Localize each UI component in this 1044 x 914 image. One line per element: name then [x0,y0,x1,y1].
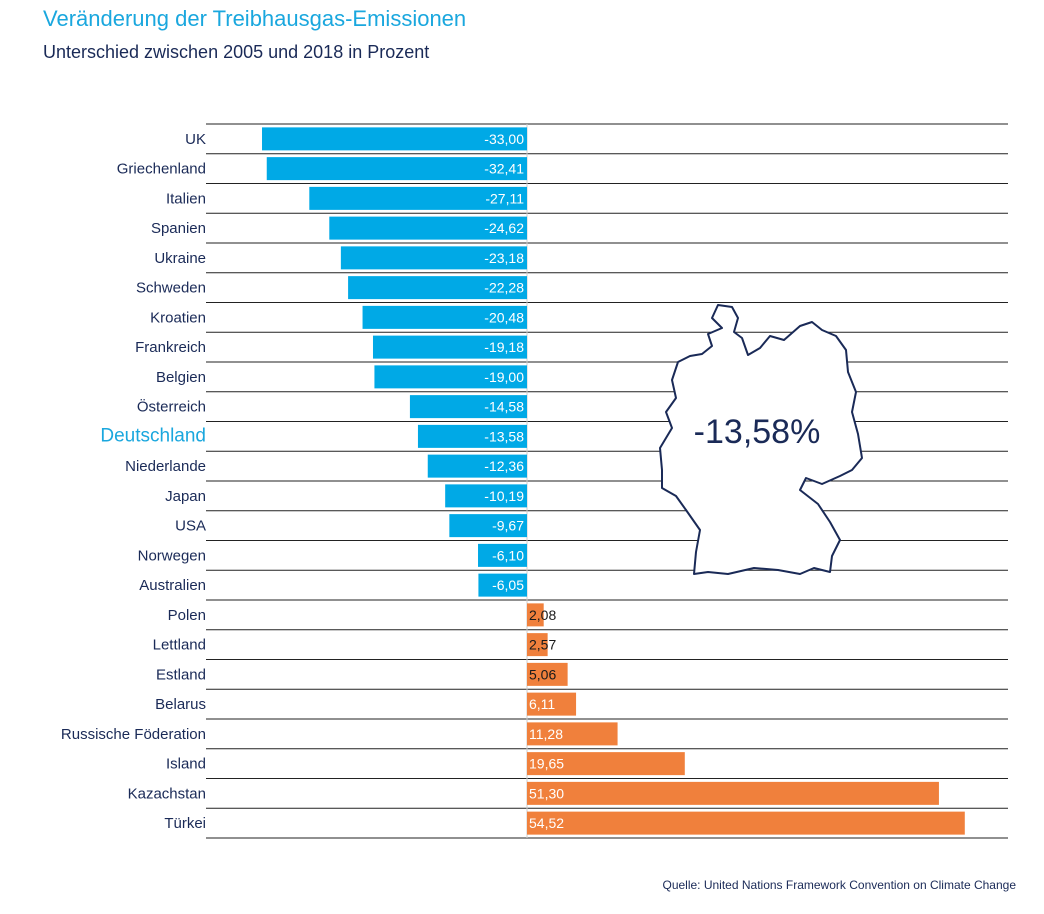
bar [527,633,548,657]
data-label: -19,00 [484,369,524,385]
data-label: -9,67 [492,518,524,534]
data-label: 11,28 [529,726,563,742]
category-label: Japan [165,488,206,505]
category-label: Norwegen [138,547,206,564]
category-label: Kroatien [150,309,206,326]
category-label: Italien [166,190,206,207]
data-label: 6,11 [529,696,555,712]
bar [527,781,939,805]
data-label: -14,58 [484,399,524,415]
category-label: UK [185,131,206,148]
grid-layer [206,123,1008,839]
bar [527,722,618,746]
data-label: -20,48 [484,309,524,325]
bar [478,543,527,567]
bar [527,692,577,716]
data-label: 51,30 [529,785,564,801]
source-note: Quelle: United Nations Framework Convent… [662,878,1016,892]
bars-layer: UK -33,00 Griechenland -32,41 Italien -27,11 S… [61,127,965,835]
data-label: 5,06 [529,666,556,682]
category-label: Belgien [156,369,206,386]
data-label: -32,41 [484,161,524,177]
category-label: Russische Föderation [61,726,206,743]
category-label: Türkei [164,815,206,832]
data-label: -27,11 [485,190,524,206]
category-label: Kazachstan [128,785,206,802]
data-label: -12,36 [484,458,524,474]
bar [417,424,527,448]
data-label: -6,05 [492,577,524,593]
category-label: Griechenland [117,161,206,178]
bar [527,752,685,776]
bar [362,305,527,329]
category-label: Australien [139,577,206,594]
data-label: -33,00 [484,131,524,147]
category-label: Belarus [155,696,206,713]
map-layer: -13,58% [659,304,863,575]
chart-title: Veränderung der Treibhausgas-Emissionen [43,6,467,31]
bar [348,276,527,300]
germany-value-label: -13,58% [694,413,821,451]
bar [409,395,527,419]
data-label: -22,28 [484,280,524,296]
category-label: Spanien [151,220,206,237]
category-label: Lettland [153,637,206,654]
bar [427,454,527,478]
category-label: Niederlande [125,458,206,475]
data-label: -6,10 [492,547,524,563]
data-label: -23,18 [484,250,524,266]
germany-map-icon [659,304,863,575]
category-label: USA [175,518,206,535]
bar [527,811,965,835]
category-label: Österreich [137,398,206,416]
data-label: -10,19 [484,488,524,504]
bar [340,246,527,270]
bar [374,365,527,389]
bar [329,216,527,240]
category-label: Island [166,756,206,773]
data-label: -24,62 [484,220,524,236]
chart-subtitle: Unterschied zwischen 2005 und 2018 in Pr… [43,42,430,62]
bar [262,127,527,151]
data-label: 2,57 [529,637,556,653]
bar [449,514,527,538]
bar [445,484,527,508]
category-label: Frankreich [135,339,206,356]
bar [372,335,527,359]
category-label: Schweden [136,280,206,297]
bar [527,662,568,686]
bar [527,603,544,627]
data-label: -13,58 [484,428,524,444]
bar [478,573,527,597]
bar [266,157,527,181]
category-label: Polen [168,607,206,624]
data-label: 54,52 [529,815,564,831]
category-label: Estland [156,666,206,683]
data-label: -19,18 [484,339,524,355]
category-label: Ukraine [154,250,206,267]
bar [309,186,527,210]
data-label: 2,08 [529,607,556,623]
category-label: Deutschland [100,425,206,446]
data-label: 19,65 [529,756,564,772]
